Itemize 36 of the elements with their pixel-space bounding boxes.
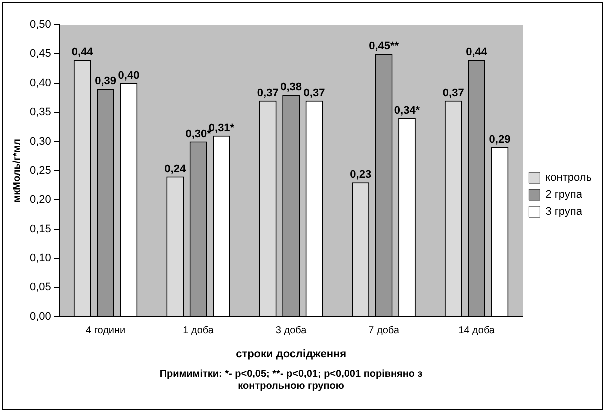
data-label: 0,29 [489,134,511,146]
data-label: 0,24 [164,163,187,176]
legend-label: 3 група [546,206,584,218]
data-label: 0,34* [394,104,421,117]
y-tick-label: 0,35 [30,106,52,119]
data-label: 0,37 [304,87,326,100]
data-label: 0,23 [350,169,372,182]
y-tick-label: 0,25 [30,164,52,177]
data-label: 0,45** [369,40,400,53]
x-tick-label: 3 доба [276,326,308,337]
y-tick-label: 0,05 [30,282,52,294]
data-label: 0,44 [72,46,94,59]
legend-label: контроль [546,172,592,184]
y-tick-label: 0,00 [30,310,52,323]
x-tick-label: 1 доба [183,326,214,337]
legend-label: 2 група [546,189,584,202]
data-label: 0,37 [257,87,279,100]
x-tick-label: 7 доба [368,326,400,337]
y-axis-title: мкМоль/г*мл [12,139,23,203]
x-tick-label: 14 доба [458,326,496,337]
y-tick-label: 0,45 [30,48,52,60]
x-axis-title: строки дослідження [236,348,347,360]
data-label: 0,37 [442,87,464,100]
data-label: 0,40 [118,70,140,82]
y-tick-label: 0,10 [30,252,52,264]
data-label: 0,39 [95,76,116,88]
x-tick-label: 4 години [86,326,126,337]
data-label: 0,38 [280,82,302,94]
y-tick-label: 0,40 [30,77,52,90]
y-tick-label: 0,50 [30,19,52,32]
y-tick-label: 0,15 [30,223,52,236]
data-label: 0,31* [208,122,236,134]
y-tick-label: 0,20 [30,194,52,206]
text: Примимітки: *- p<0,05; **- p<0,01; p<0,001 порівняно з контрольною групою [160,368,423,392]
data-label: 0,44 [466,46,488,59]
y-tick-label: 0,30 [30,136,52,148]
